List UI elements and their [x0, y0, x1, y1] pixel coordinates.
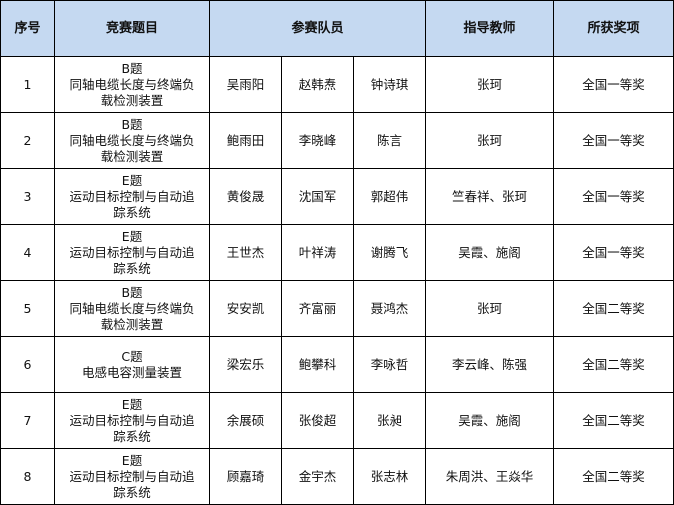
table-row: 6 C题 电感电容测量装置 梁宏乐 鲍攀科 李咏哲 李云峰、陈强 全国二等奖	[0, 336, 674, 393]
row-topic: E题 运动目标控制与自动追踪系统	[54, 224, 210, 281]
topic-label: E题	[121, 228, 143, 244]
team-member: 金宇杰	[281, 448, 354, 505]
topic-title: 同轴电缆长度与终端负载检测装置	[69, 76, 195, 108]
row-index: 6	[0, 336, 55, 393]
row-topic: E题 运动目标控制与自动追踪系统	[54, 168, 210, 225]
topic-title: 同轴电缆长度与终端负载检测装置	[69, 132, 195, 164]
row-advisor: 吴霞、施阁	[425, 392, 554, 449]
row-index: 8	[0, 448, 55, 505]
row-advisor: 张珂	[425, 56, 554, 113]
row-award: 全国二等奖	[553, 392, 674, 449]
team-member: 陈言	[353, 112, 426, 169]
team-member: 黄俊晟	[209, 168, 282, 225]
team-member: 吴雨阳	[209, 56, 282, 113]
topic-label: B题	[121, 116, 143, 132]
row-topic: B题 同轴电缆长度与终端负载检测装置	[54, 280, 210, 337]
header-advisor: 指导教师	[425, 0, 554, 57]
table-row: 2 B题 同轴电缆长度与终端负载检测装置 鲍雨田 李晓峰 陈言 张珂 全国一等奖	[0, 112, 674, 169]
team-member: 谢腾飞	[353, 224, 426, 281]
team-member: 聂鸿杰	[353, 280, 426, 337]
topic-title: 电感电容测量装置	[81, 364, 182, 380]
team-member: 齐富丽	[281, 280, 354, 337]
topic-label: E题	[121, 396, 143, 412]
row-topic: C题 电感电容测量装置	[54, 336, 210, 393]
row-index: 2	[0, 112, 55, 169]
topic-title: 同轴电缆长度与终端负载检测装置	[69, 300, 195, 332]
table-row: 5 B题 同轴电缆长度与终端负载检测装置 安安凯 齐富丽 聂鸿杰 张珂 全国二等奖	[0, 280, 674, 337]
row-index: 7	[0, 392, 55, 449]
topic-title: 运动目标控制与自动追踪系统	[69, 244, 195, 276]
table-row: 8 E题 运动目标控制与自动追踪系统 顾嘉琦 金宇杰 张志林 朱周洪、王焱华 全国二等奖	[0, 448, 674, 505]
row-advisor: 吴霞、施阁	[425, 224, 554, 281]
row-award: 全国一等奖	[553, 56, 674, 113]
row-topic: B题 同轴电缆长度与终端负载检测装置	[54, 112, 210, 169]
team-member: 张昶	[353, 392, 426, 449]
header-row: 序号 竞赛题目 参赛队员 指导教师 所获奖项	[0, 0, 674, 57]
row-award: 全国一等奖	[553, 224, 674, 281]
row-topic: E题 运动目标控制与自动追踪系统	[54, 392, 210, 449]
row-index: 5	[0, 280, 55, 337]
topic-label: E题	[121, 172, 143, 188]
row-topic: B题 同轴电缆长度与终端负载检测装置	[54, 56, 210, 113]
row-award: 全国一等奖	[553, 112, 674, 169]
row-advisor: 李云峰、陈强	[425, 336, 554, 393]
team-member: 郭超伟	[353, 168, 426, 225]
row-index: 3	[0, 168, 55, 225]
team-member: 梁宏乐	[209, 336, 282, 393]
row-advisor: 朱周洪、王焱华	[425, 448, 554, 505]
row-award: 全国一等奖	[553, 168, 674, 225]
row-award: 全国二等奖	[553, 448, 674, 505]
team-member: 鲍雨田	[209, 112, 282, 169]
header-topic: 竞赛题目	[54, 0, 210, 57]
team-member: 李咏哲	[353, 336, 426, 393]
topic-label: C题	[121, 348, 143, 364]
team-member: 沈国军	[281, 168, 354, 225]
row-award: 全国二等奖	[553, 336, 674, 393]
team-member: 叶祥涛	[281, 224, 354, 281]
row-index: 4	[0, 224, 55, 281]
header-index: 序号	[0, 0, 55, 57]
row-award: 全国二等奖	[553, 280, 674, 337]
topic-title: 运动目标控制与自动追踪系统	[69, 412, 195, 444]
table-row: 3 E题 运动目标控制与自动追踪系统 黄俊晟 沈国军 郭超伟 竺春祥、张珂 全国一等奖	[0, 168, 674, 225]
row-advisor: 张珂	[425, 112, 554, 169]
team-member: 张俊超	[281, 392, 354, 449]
team-member: 余展硕	[209, 392, 282, 449]
topic-title: 运动目标控制与自动追踪系统	[69, 188, 195, 220]
team-member: 赵韩焘	[281, 56, 354, 113]
team-member: 李晓峰	[281, 112, 354, 169]
topic-label: E题	[121, 452, 143, 468]
row-index: 1	[0, 56, 55, 113]
topic-label: B题	[121, 60, 143, 76]
team-member: 鲍攀科	[281, 336, 354, 393]
row-advisor: 竺春祥、张珂	[425, 168, 554, 225]
team-member: 王世杰	[209, 224, 282, 281]
team-member: 顾嘉琦	[209, 448, 282, 505]
topic-label: B题	[121, 284, 143, 300]
team-member: 张志林	[353, 448, 426, 505]
row-topic: E题 运动目标控制与自动追踪系统	[54, 448, 210, 505]
table-row: 1 B题 同轴电缆长度与终端负载检测装置 吴雨阳 赵韩焘 钟诗琪 张珂 全国一等奖	[0, 56, 674, 113]
row-advisor: 张珂	[425, 280, 554, 337]
topic-title: 运动目标控制与自动追踪系统	[69, 468, 195, 500]
header-award: 所获奖项	[553, 0, 674, 57]
table-row: 4 E题 运动目标控制与自动追踪系统 王世杰 叶祥涛 谢腾飞 吴霞、施阁 全国一等奖	[0, 224, 674, 281]
team-member: 安安凯	[209, 280, 282, 337]
table-row: 7 E题 运动目标控制与自动追踪系统 余展硕 张俊超 张昶 吴霞、施阁 全国二等奖	[0, 392, 674, 449]
team-member: 钟诗琪	[353, 56, 426, 113]
header-members: 参赛队员	[209, 0, 426, 57]
